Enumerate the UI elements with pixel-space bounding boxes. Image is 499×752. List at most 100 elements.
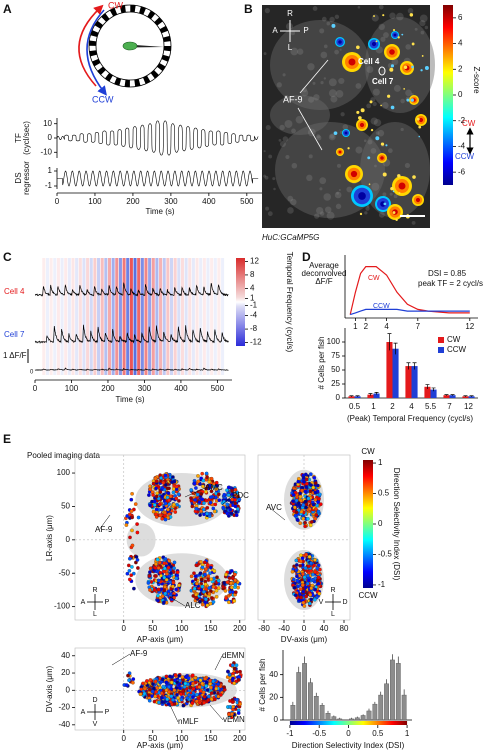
cell-dot [316, 575, 321, 580]
cell-dot [136, 515, 141, 520]
cell-dot [231, 676, 235, 681]
cell-dot [317, 591, 322, 596]
cell-dot [185, 695, 190, 700]
speckle [320, 80, 324, 85]
cell-dot [307, 507, 312, 511]
tissue [270, 20, 370, 110]
cell-dot [296, 501, 301, 506]
cell-dot [314, 513, 319, 517]
cell-dot [301, 503, 306, 507]
cell-dot [135, 558, 140, 562]
cell-dot [159, 476, 163, 480]
blob [359, 122, 365, 128]
stimulus-epoch [177, 258, 181, 375]
colorbar-tick-label: 1 [378, 458, 383, 467]
speckle [279, 140, 286, 148]
cell-dot [169, 680, 174, 685]
cell-dot [316, 581, 321, 586]
cell-dot [167, 690, 171, 694]
y-tick-label: -100 [54, 602, 71, 611]
cell-dot [138, 692, 143, 697]
colorbar [236, 258, 245, 346]
colorbar [443, 5, 453, 185]
compass-label: P [303, 26, 308, 35]
cell-dot [290, 569, 295, 574]
cell-dot [211, 506, 216, 511]
cell-dot [171, 698, 175, 702]
bar [373, 393, 380, 398]
cell-dot [202, 501, 206, 506]
cell-dot [189, 574, 194, 579]
label: CW [462, 119, 476, 128]
cell-dot [206, 574, 211, 578]
x-tick-label: 4 [409, 402, 414, 411]
error-bar [374, 392, 379, 395]
cell-dot [148, 503, 152, 508]
cell-dot [226, 485, 231, 490]
tract-pointer [299, 59, 329, 94]
x-tick-label: 200 [233, 624, 247, 633]
speck [401, 33, 404, 36]
stimulus-epoch [199, 258, 203, 375]
panel-letter: D [302, 250, 311, 264]
cell-dot [173, 678, 177, 683]
compass-label: V [93, 721, 98, 728]
speck [392, 211, 396, 214]
cell-dot [130, 528, 134, 533]
speckle [338, 188, 341, 191]
y-tick-label: 75 [331, 351, 340, 360]
cell-dot [229, 569, 234, 573]
speckle [378, 211, 385, 218]
cell-dot [214, 594, 219, 599]
y-tick-label: -50 [58, 568, 70, 577]
blob [348, 58, 356, 66]
cell-dot [193, 577, 198, 582]
speckle [319, 177, 327, 185]
region-label: dEMN [222, 651, 244, 660]
cell-dot [125, 514, 130, 518]
histogram-bar [395, 663, 401, 721]
cell-dot [238, 669, 242, 674]
cell-dot [192, 586, 197, 591]
region-label: AF-9 [130, 649, 148, 658]
cell-dot [208, 601, 213, 606]
label: Z-score [472, 66, 481, 94]
cell-dot [305, 581, 310, 586]
label: Direction Selectivity Index (DSI) [392, 468, 401, 581]
speckle [291, 128, 296, 134]
speckle [263, 150, 266, 153]
histogram-bar [372, 703, 378, 721]
stimulus-epoch [133, 258, 137, 375]
cell-dot [148, 678, 153, 682]
speckle [370, 148, 377, 154]
error-bar [431, 387, 436, 392]
stimulus-epoch [155, 258, 159, 375]
cell-dot [227, 576, 232, 580]
cell-dot [224, 572, 228, 577]
blob [389, 49, 395, 55]
cell-dot [162, 569, 166, 574]
cell-dot [216, 578, 221, 583]
speckle [326, 211, 335, 220]
cell-dot [129, 509, 134, 513]
x-tick-label: 0 [302, 624, 307, 633]
region-label: AF-9 [95, 525, 113, 534]
cell-dot [203, 582, 208, 587]
cell-dot [303, 524, 307, 529]
bar [468, 396, 475, 398]
x-tick-label: -40 [278, 624, 290, 633]
cell-dot [308, 472, 313, 477]
speckle [355, 83, 362, 89]
speckle [338, 77, 345, 85]
cell-dot [203, 572, 207, 577]
speckle [321, 16, 327, 22]
error-bar [406, 362, 411, 370]
speck [333, 131, 338, 136]
cell-dot [125, 571, 130, 576]
x-tick-label: 7 [416, 322, 421, 331]
speck [410, 98, 414, 102]
label: 1 ΔF/F [3, 351, 27, 360]
label: Direction Selectivity Index (DSI) [292, 741, 405, 750]
cell-dot [309, 597, 314, 602]
speckle [276, 82, 282, 88]
